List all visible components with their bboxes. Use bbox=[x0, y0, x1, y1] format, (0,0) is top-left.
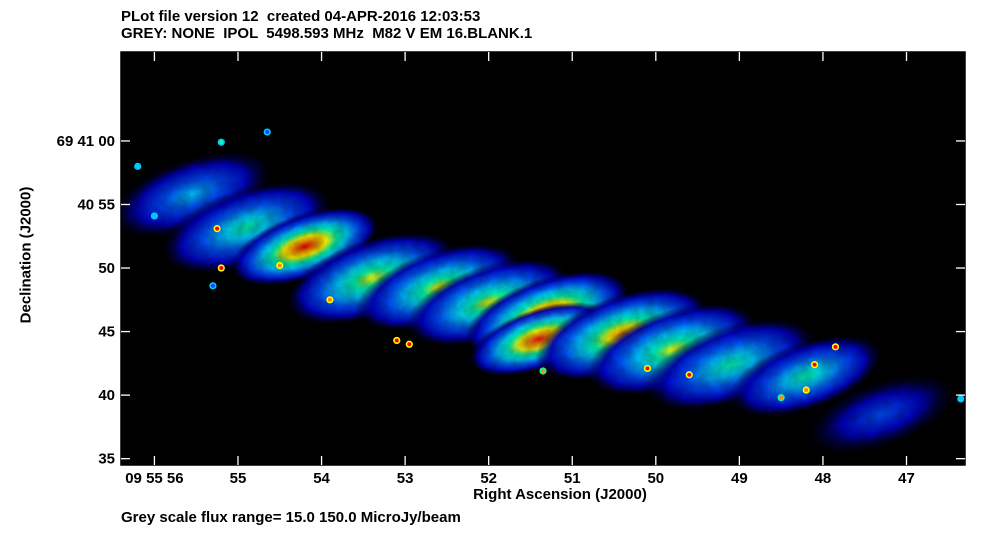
point-source bbox=[407, 342, 412, 347]
point-source bbox=[812, 362, 817, 367]
x-tick-label: 49 bbox=[731, 470, 748, 487]
emission-map bbox=[121, 52, 965, 465]
point-source bbox=[210, 283, 215, 288]
point-source bbox=[645, 366, 650, 371]
point-source bbox=[135, 164, 140, 169]
x-tick-label: 51 bbox=[564, 470, 581, 487]
y-tick-label: 40 55 bbox=[77, 196, 115, 213]
y-tick-label: 40 bbox=[98, 387, 115, 404]
point-sources bbox=[134, 128, 965, 403]
plot-frame bbox=[120, 51, 966, 466]
x-tick-label: 48 bbox=[815, 470, 832, 487]
point-source bbox=[833, 344, 838, 349]
x-tick-label: 50 bbox=[647, 470, 664, 487]
x-tick-label: 47 bbox=[898, 470, 915, 487]
point-source bbox=[152, 213, 157, 218]
y-tick-label: 69 41 00 bbox=[57, 133, 115, 150]
point-source bbox=[219, 266, 224, 271]
x-tick-label: 55 bbox=[230, 470, 247, 487]
x-tick-label: 53 bbox=[397, 470, 414, 487]
plot-header-line1: PLot file version 12 created 04-APR-2016… bbox=[121, 8, 481, 25]
point-source bbox=[265, 130, 270, 135]
point-source bbox=[327, 297, 332, 302]
y-axis-label: Declination (J2000) bbox=[17, 186, 35, 324]
noise-texture bbox=[121, 52, 965, 465]
x-tick-label: 09 55 56 bbox=[125, 470, 183, 487]
point-source bbox=[219, 140, 224, 145]
point-source bbox=[804, 388, 809, 393]
point-source bbox=[958, 396, 963, 401]
x-axis-ticks: 09 55 56 55 54 53 52 51 50 49 48 47 bbox=[125, 52, 915, 487]
flux-range-caption: Grey scale flux range= 15.0 150.0 MicroJ… bbox=[121, 509, 461, 526]
point-source bbox=[687, 372, 692, 377]
x-axis-label: Right Ascension (J2000) bbox=[473, 486, 647, 503]
y-tick-label: 50 bbox=[98, 260, 115, 277]
x-tick-label: 52 bbox=[480, 470, 497, 487]
point-source bbox=[277, 263, 282, 268]
point-source bbox=[394, 338, 399, 343]
x-tick-label: 54 bbox=[313, 470, 330, 487]
point-source bbox=[779, 395, 784, 400]
y-axis-ticks: 35 40 45 50 40 55 69 41 00 bbox=[57, 133, 965, 468]
point-source bbox=[215, 226, 220, 231]
y-tick-label: 45 bbox=[98, 324, 115, 341]
plot-header-line2: GREY: NONE IPOL 5498.593 MHz M82 V EM 16… bbox=[121, 25, 533, 42]
y-tick-label: 35 bbox=[98, 451, 115, 468]
point-source bbox=[541, 368, 545, 373]
